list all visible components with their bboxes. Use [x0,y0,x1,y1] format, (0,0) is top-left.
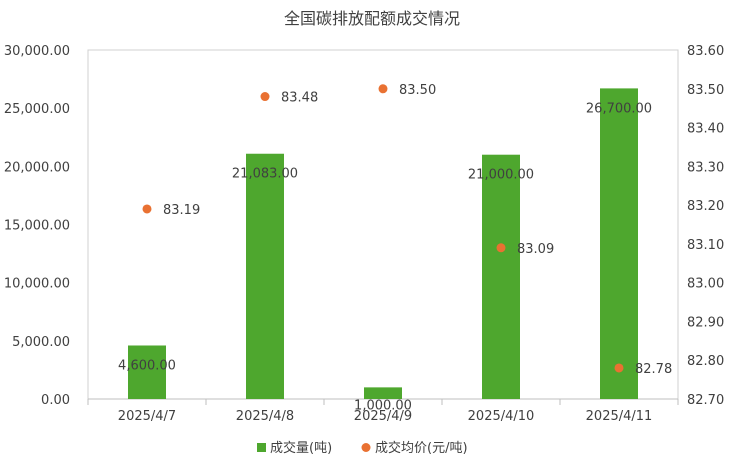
y-right-tick-label: 82.80 [687,354,724,369]
bar-data-label: 21,000.00 [468,168,534,183]
bar [128,345,166,399]
price-data-label: 83.09 [517,242,554,257]
x-tick-label: 2025/4/7 [118,409,176,424]
x-tick-label: 2025/4/10 [468,409,535,424]
bar [364,387,402,399]
y-axis-right: 82.70 82.80 82.90 83.00 83.10 83.20 83.30 83.40… [687,44,724,408]
bar [600,88,638,399]
bar-series [128,88,638,399]
bar-data-labels: 4,600.00 21,083.00 1,000.00 21,000.00 26,700… [118,101,652,413]
legend-swatch-price [361,443,371,452]
bar [246,153,284,399]
y-right-tick-label: 83.00 [687,277,724,292]
y-left-tick-label: 20,000.00 [4,160,70,175]
price-data-label: 82.78 [635,362,672,377]
price-data-labels: 83.19 83.48 83.50 83.09 82.78 [163,83,672,377]
chart-title: 全国碳排放配额成交情况 [284,9,460,28]
price-point [142,204,152,214]
legend-label-price: 成交均价(元/吨) [375,440,468,456]
y-left-tick-label: 30,000.00 [4,44,70,59]
price-data-label: 83.48 [281,91,318,106]
y-right-tick-label: 83.50 [687,83,724,98]
x-tick-label: 2025/4/9 [354,409,412,424]
price-series [142,84,624,373]
x-tick-label: 2025/4/11 [586,409,653,424]
y-right-tick-label: 82.70 [687,393,724,408]
y-left-tick-label: 5,000.00 [12,335,70,350]
y-right-tick-label: 82.90 [687,315,724,330]
y-left-tick-label: 25,000.00 [4,102,70,117]
bar-data-label: 4,600.00 [118,358,176,373]
y-left-tick-label: 10,000.00 [4,277,70,292]
bar-data-label: 21,083.00 [232,167,298,182]
x-tick-label: 2025/4/8 [236,409,294,424]
price-point [378,84,388,94]
price-data-label: 83.50 [399,83,436,98]
legend: 成交量(吨) 成交均价(元/吨) [257,440,468,456]
y-right-tick-label: 83.40 [687,122,724,137]
legend-label-volume: 成交量(吨) [270,440,332,456]
y-right-tick-label: 83.10 [687,238,724,253]
price-point [614,363,624,373]
y-left-tick-label: 0.00 [41,393,70,408]
y-axis-left: 0.00 5,000.00 10,000.00 15,000.00 20,000.00 2… [4,44,70,408]
legend-swatch-volume [257,443,266,452]
y-left-tick-label: 15,000.00 [4,219,70,234]
y-right-tick-label: 83.30 [687,160,724,175]
bar-data-label: 26,700.00 [586,101,652,116]
bar-data-label: 1,000.00 [354,398,412,413]
price-data-label: 83.19 [163,203,200,218]
y-right-tick-label: 83.20 [687,199,724,214]
y-right-tick-label: 83.60 [687,44,724,59]
price-point [496,243,506,253]
bar [482,154,520,399]
price-point [260,92,270,102]
x-axis: 2025/4/7 2025/4/8 2025/4/9 2025/4/10 2025/4/… [87,398,679,424]
